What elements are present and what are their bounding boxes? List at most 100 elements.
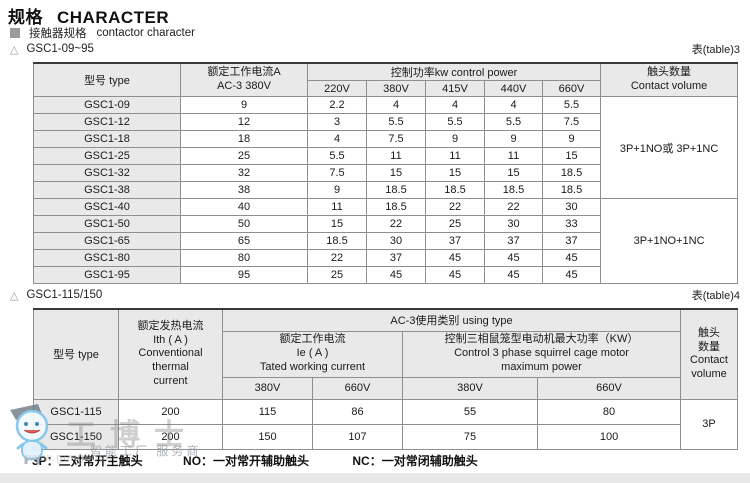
footnote-no: NO：一对常开辅助触头 — [183, 454, 310, 468]
section-1-label: GSC1-09~95 — [26, 43, 94, 55]
value-cell: 45 — [425, 266, 485, 284]
value-cell: 22 — [307, 249, 367, 267]
value-cell: 15 — [425, 164, 485, 182]
value-cell: 9 — [180, 96, 308, 114]
model-cell: GSC1-95 — [33, 266, 181, 284]
subtitle-en: contactor character — [96, 27, 195, 39]
value-cell: 45 — [541, 266, 602, 284]
col-header-motor-power: 控制三相鼠笼型电动机最大功率（KW） Control 3 phase squir… — [401, 330, 682, 378]
value-cell: 115 — [222, 398, 313, 425]
table-3-contactor-ratings: 型号 type 额定工作电流A AC-3 380V 控制功率kw control… — [33, 62, 739, 284]
value-cell: 18.5 — [366, 181, 426, 199]
value-cell: 33 — [541, 215, 602, 233]
value-cell: 12 — [180, 113, 308, 131]
value-cell: 4 — [307, 130, 367, 148]
value-cell: 5.5 — [366, 113, 426, 131]
value-cell: 100 — [536, 423, 682, 450]
square-bullet-icon — [10, 28, 20, 38]
table-row: GSC1-12 12 3 5.5 5.5 5.5 7.5 — [33, 113, 738, 131]
table-row: GSC1-32 32 7.5 15 15 15 18.5 — [33, 164, 738, 182]
model-cell: GSC1-40 — [33, 198, 181, 216]
value-cell: 45 — [484, 249, 543, 267]
value-cell: 18.5 — [307, 232, 367, 250]
value-cell: 32 — [180, 164, 308, 182]
value-cell: 30 — [484, 215, 543, 233]
model-cell: GSC1-25 — [33, 147, 181, 165]
value-cell: 9 — [425, 130, 485, 148]
value-cell: 30 — [541, 198, 602, 216]
value-cell: 5.5 — [484, 113, 543, 131]
col-header-using-type: AC-3使用类别 using type — [221, 308, 682, 332]
model-cell: GSC1-65 — [33, 232, 181, 250]
value-cell: 50 — [180, 215, 308, 233]
model-cell: GSC1-09 — [33, 96, 181, 114]
value-cell: 4 — [484, 96, 543, 114]
model-cell: GSC1-32 — [33, 164, 181, 182]
col-header-415v: 415V — [425, 80, 485, 97]
value-cell: 200 — [118, 398, 223, 425]
col-header-220v: 220V — [307, 80, 367, 97]
col-header-380v: 380V — [366, 80, 426, 97]
value-cell: 45 — [541, 249, 602, 267]
value-cell: 18.5 — [541, 164, 602, 182]
subtitle: 接触器规格 contactor character — [10, 25, 195, 41]
subtitle-zh: 接触器规格 — [29, 28, 87, 40]
value-cell: 45 — [425, 249, 485, 267]
col-header-660v: 660V — [541, 80, 602, 97]
value-cell: 75 — [402, 423, 538, 450]
table-row: GSC1-40 40 11 18.5 22 22 30 3P+1NO+1NC — [33, 198, 739, 284]
value-cell: 7.5 — [541, 113, 602, 131]
value-cell: 80 — [180, 249, 308, 267]
page-title-en: CHARACTER — [57, 8, 170, 27]
value-cell: 18.5 — [541, 181, 602, 199]
value-cell: 22 — [425, 198, 485, 216]
section-2-label: GSC1-115/150 — [26, 289, 103, 301]
value-cell: 2.2 — [307, 96, 367, 114]
value-cell: 9 — [484, 130, 543, 148]
model-cell: GSC1-38 — [33, 181, 181, 199]
contact-volume-cell: 3P+1NO+1NC — [600, 198, 739, 284]
table-row: GSC1-25 25 5.5 11 11 11 15 — [33, 147, 738, 165]
value-cell: 15 — [484, 164, 543, 182]
value-cell: 7.5 — [307, 164, 367, 182]
value-cell: 107 — [312, 423, 403, 450]
value-cell: 38 — [180, 181, 308, 199]
model-cell: GSC1-18 — [33, 130, 181, 148]
value-cell: 7.5 — [366, 130, 426, 148]
table-4-ref: 表(table)4 — [691, 290, 740, 302]
model-cell: GSC1-50 — [33, 215, 181, 233]
model-cell: GSC1-115 — [33, 398, 119, 425]
value-cell: 25 — [425, 215, 485, 233]
value-cell: 25 — [180, 147, 308, 165]
model-cell: GSC1-12 — [33, 113, 181, 131]
triangle-bullet-icon: △ — [10, 289, 19, 302]
contact-volume-cell: 3P+1NO或 3P+1NC — [600, 96, 739, 199]
value-cell: 30 — [366, 232, 426, 250]
table-4-large-contactor-ratings: 型号 type 额定发热电流 Ith ( A ) Conventional th… — [33, 308, 739, 450]
col-header-type: 型号 type — [33, 62, 181, 97]
col-header-kw-660v: 660V — [536, 376, 682, 400]
value-cell: 15 — [541, 147, 602, 165]
page-title-zh: 规格 — [8, 8, 43, 27]
value-cell: 40 — [180, 198, 308, 216]
value-cell: 9 — [307, 181, 367, 199]
table-row: GSC1-65 65 18.5 30 37 37 37 — [33, 232, 738, 250]
value-cell: 15 — [307, 215, 367, 233]
value-cell: 22 — [484, 198, 543, 216]
value-cell: 200 — [118, 423, 223, 450]
value-cell: 11 — [484, 147, 543, 165]
value-cell: 37 — [425, 232, 485, 250]
value-cell: 25 — [307, 266, 367, 284]
value-cell: 18 — [180, 130, 308, 148]
value-cell: 5.5 — [307, 147, 367, 165]
col-header-rated-current: 额定工作电流A AC-3 380V — [180, 62, 308, 97]
value-cell: 150 — [222, 423, 313, 450]
value-cell: 4 — [366, 96, 426, 114]
page-bottom-strip — [0, 473, 750, 483]
value-cell: 37 — [541, 232, 602, 250]
section-1-heading: △ GSC1-09~95 表(table)3 — [10, 41, 740, 57]
value-cell: 11 — [366, 147, 426, 165]
col-header-thermal-current: 额定发热电流 Ith ( A ) Conventional thermal cu… — [118, 308, 223, 400]
footnote-3p: 3P：三对常开主触头 — [32, 454, 143, 468]
